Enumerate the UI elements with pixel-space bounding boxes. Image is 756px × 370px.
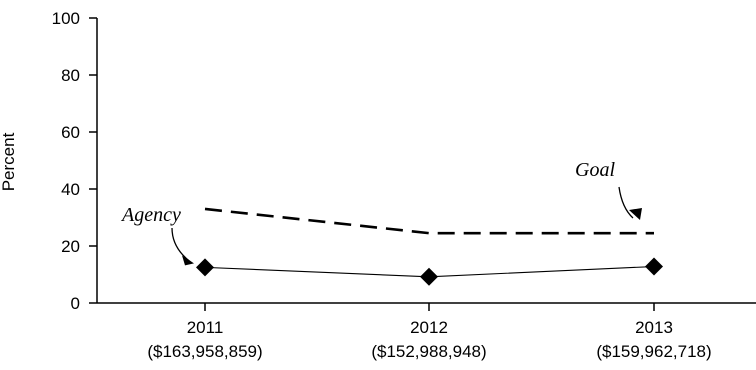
goal-annotation: Goal [575,159,615,181]
agency-data-point [420,267,438,286]
x-tick-sublabel: ($159,962,718) [596,342,711,361]
x-tick-label: 2013 [635,318,673,337]
annotation-layer: Agency Goal [120,159,642,266]
goal-arrowhead [629,208,642,220]
agency-arrowhead [182,255,194,266]
axes: 0 20 40 60 80 100 2011 ($163,958,859) 2012 ($152,… [52,9,756,361]
y-tick-label: 40 [61,180,80,199]
x-tick-sublabel: ($152,988,948) [371,342,486,361]
y-tick-label: 0 [71,294,80,313]
y-tick-label: 80 [61,66,80,85]
series-layer [196,207,663,286]
y-tick-label: 20 [61,237,80,256]
agency-arrow [171,227,192,263]
agency-annotation: Agency [120,204,181,226]
agency-data-point [645,257,663,276]
x-tick-label: 2011 [187,318,224,337]
goal-arrow [618,186,634,219]
x-tick-sublabel: ($163,958,859) [147,342,262,361]
agency-data-point [196,258,214,277]
y-tick-label: 100 [52,9,80,28]
x-tick-label: 2012 [410,318,448,337]
y-tick-label: 60 [61,123,80,142]
y-axis-label: Percent [0,132,18,191]
goal-series-line [204,207,654,235]
